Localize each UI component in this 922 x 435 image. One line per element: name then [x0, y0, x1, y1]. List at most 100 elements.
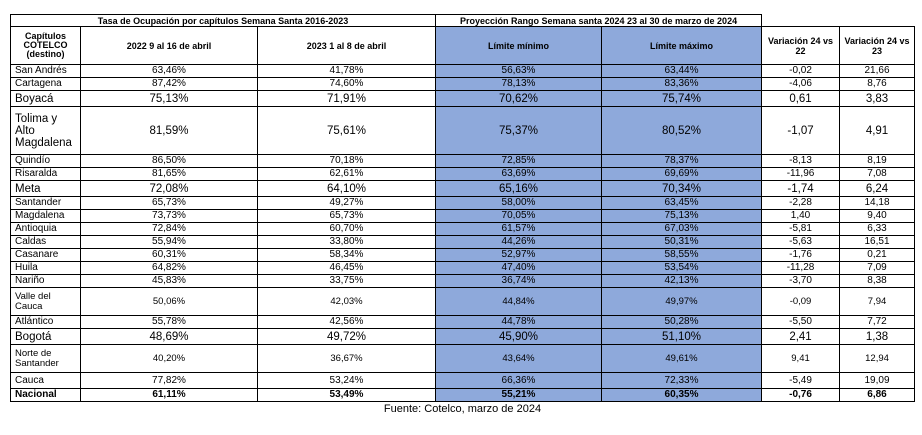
cell-var22: 0,61 — [761, 90, 841, 107]
cell-max: 49,97% — [600, 287, 763, 316]
empty-header-cell — [762, 15, 915, 27]
cell-min: 66,36% — [435, 372, 602, 389]
cell-var23: 3,83 — [839, 90, 916, 107]
cell-min: 58,00% — [435, 196, 602, 210]
cell-max: 58,55% — [600, 248, 763, 262]
cell-capitulo: Santander — [10, 196, 81, 210]
occupancy-table: Tasa de Ocupación por capítulos Semana S… — [10, 14, 916, 417]
cell-max: 75,74% — [600, 90, 763, 107]
cell-y2022: 48,69% — [80, 328, 258, 345]
cell-var23: 9,40 — [839, 209, 916, 223]
col-header-var23: Variación 24 vs 23 — [839, 26, 916, 65]
cell-var23: 7,08 — [839, 167, 916, 181]
historic-group-header: Tasa de Ocupación por capítulos Semana S… — [10, 14, 436, 27]
cell-min: 65,16% — [435, 180, 602, 197]
column-header-row: Capítulos COTELCO (destino) 2022 9 al 16… — [10, 26, 916, 65]
cell-var22: -5,81 — [761, 222, 841, 236]
cell-var23: 21,66 — [839, 64, 916, 78]
cell-var23: 19,09 — [839, 372, 916, 389]
cell-min: 36,74% — [435, 274, 602, 288]
cell-y2023: 58,34% — [257, 248, 436, 262]
cell-capitulo: Cauca — [10, 372, 81, 389]
cell-y2023: 75,61% — [257, 106, 436, 155]
cell-var23: 6,86 — [839, 388, 916, 402]
cell-y2022: 72,08% — [80, 180, 258, 197]
cell-y2023: 65,73% — [257, 209, 436, 223]
cell-y2023: 33,80% — [257, 235, 436, 249]
source-note: Fuente: Cotelco, marzo de 2024 — [383, 403, 542, 415]
cell-capitulo: Risaralda — [10, 167, 81, 181]
cell-var22: 2,41 — [761, 328, 841, 345]
cell-min: 43,64% — [435, 344, 602, 373]
cell-max: 80,52% — [600, 106, 763, 155]
cell-var23: 14,18 — [839, 196, 916, 210]
cell-capitulo: Nacional — [10, 388, 81, 402]
table-row: Cauca 77,82% 53,24% 66,36% 72,33% -5,49 19,09 — [10, 372, 916, 389]
total-row: Nacional 61,11% 53,49% 55,21% 60,35% -0,76 6,8… — [10, 388, 916, 402]
cell-var22: -8,13 — [761, 154, 841, 168]
cell-y2023: 70,18% — [257, 154, 436, 168]
cell-min: 78,13% — [435, 77, 602, 91]
cell-y2022: 77,82% — [80, 372, 258, 389]
table-row: Bogotá 48,69% 49,72% 45,90% 51,10% 2,41 1,38 — [10, 328, 916, 345]
col-header-min: Límite mínimo — [435, 26, 602, 65]
cell-min: 61,57% — [435, 222, 602, 236]
cell-capitulo: Tolima y Alto Magdalena — [10, 106, 81, 155]
cell-var22: -3,70 — [761, 274, 841, 288]
cell-capitulo: Huila — [10, 261, 81, 275]
cell-min: 44,84% — [435, 287, 602, 316]
cell-y2022: 55,94% — [80, 235, 258, 249]
cell-y2023: 49,72% — [257, 328, 436, 345]
col-header-max: Límite máximo — [600, 26, 763, 65]
cell-var22: 9,41 — [761, 344, 841, 373]
cell-y2022: 45,83% — [80, 274, 258, 288]
cell-y2023: 64,10% — [257, 180, 436, 197]
cell-min: 45,90% — [435, 328, 602, 345]
cell-y2023: 60,70% — [257, 222, 436, 236]
cell-y2023: 42,03% — [257, 287, 436, 316]
cell-y2022: 64,82% — [80, 261, 258, 275]
cell-var22: -5,63 — [761, 235, 841, 249]
cell-var22: -2,28 — [761, 196, 841, 210]
cell-capitulo: Boyacá — [10, 90, 81, 107]
cell-min: 63,69% — [435, 167, 602, 181]
table-row: Valle del Cauca 50,06% 42,03% 44,84% 49,97% -… — [10, 287, 916, 316]
cell-min: 52,97% — [435, 248, 602, 262]
cell-y2023: 33,75% — [257, 274, 436, 288]
cell-y2023: 74,60% — [257, 77, 436, 91]
cell-y2023: 49,27% — [257, 196, 436, 210]
table-row: Meta 72,08% 64,10% 65,16% 70,34% -1,74 6,24 — [10, 180, 916, 197]
cell-min: 70,05% — [435, 209, 602, 223]
cell-var22: -11,96 — [761, 167, 841, 181]
table-row: Atlántico 55,78% 42,56% 44,78% 50,28% -5,50 7,… — [10, 315, 916, 329]
table-row: San Andrés 63,46% 41,78% 56,63% 63,44% -0,02 2… — [10, 64, 916, 78]
table-row: Huila 64,82% 46,45% 47,40% 53,54% -11,28 7,09 — [10, 261, 916, 275]
table-row: Casanare 60,31% 58,34% 52,97% 58,55% -1,76 0,2… — [10, 248, 916, 262]
cell-var23: 0,21 — [839, 248, 916, 262]
cell-var23: 7,09 — [839, 261, 916, 275]
cell-capitulo: Bogotá — [10, 328, 81, 345]
cell-var23: 8,38 — [839, 274, 916, 288]
cell-var22: -4,06 — [761, 77, 841, 91]
cell-max: 49,61% — [600, 344, 763, 373]
cell-capitulo: Nariño — [10, 274, 81, 288]
cell-y2023: 42,56% — [257, 315, 436, 329]
cell-var22: -5,50 — [761, 315, 841, 329]
cell-y2022: 81,65% — [80, 167, 258, 181]
cell-max: 51,10% — [600, 328, 763, 345]
table-row: Risaralda 81,65% 62,61% 63,69% 69,69% -11,96 7… — [10, 167, 916, 181]
cell-var22: -1,07 — [761, 106, 841, 155]
cell-y2023: 41,78% — [257, 64, 436, 78]
cell-var23: 4,91 — [839, 106, 916, 155]
cell-max: 63,44% — [600, 64, 763, 78]
cell-var23: 12,94 — [839, 344, 916, 373]
cell-y2022: 65,73% — [80, 196, 258, 210]
projection-group-header: Proyección Rango Semana santa 2024 23 al… — [434, 14, 763, 27]
source-row: Fuente: Cotelco, marzo de 2024 — [11, 402, 915, 417]
cell-capitulo: Magdalena — [10, 209, 81, 223]
cell-max: 60,35% — [600, 388, 763, 402]
cell-capitulo: Meta — [10, 180, 81, 197]
cell-y2022: 60,31% — [80, 248, 258, 262]
table-row: Boyacá 75,13% 71,91% 70,62% 75,74% 0,61 3,83 — [10, 90, 916, 107]
